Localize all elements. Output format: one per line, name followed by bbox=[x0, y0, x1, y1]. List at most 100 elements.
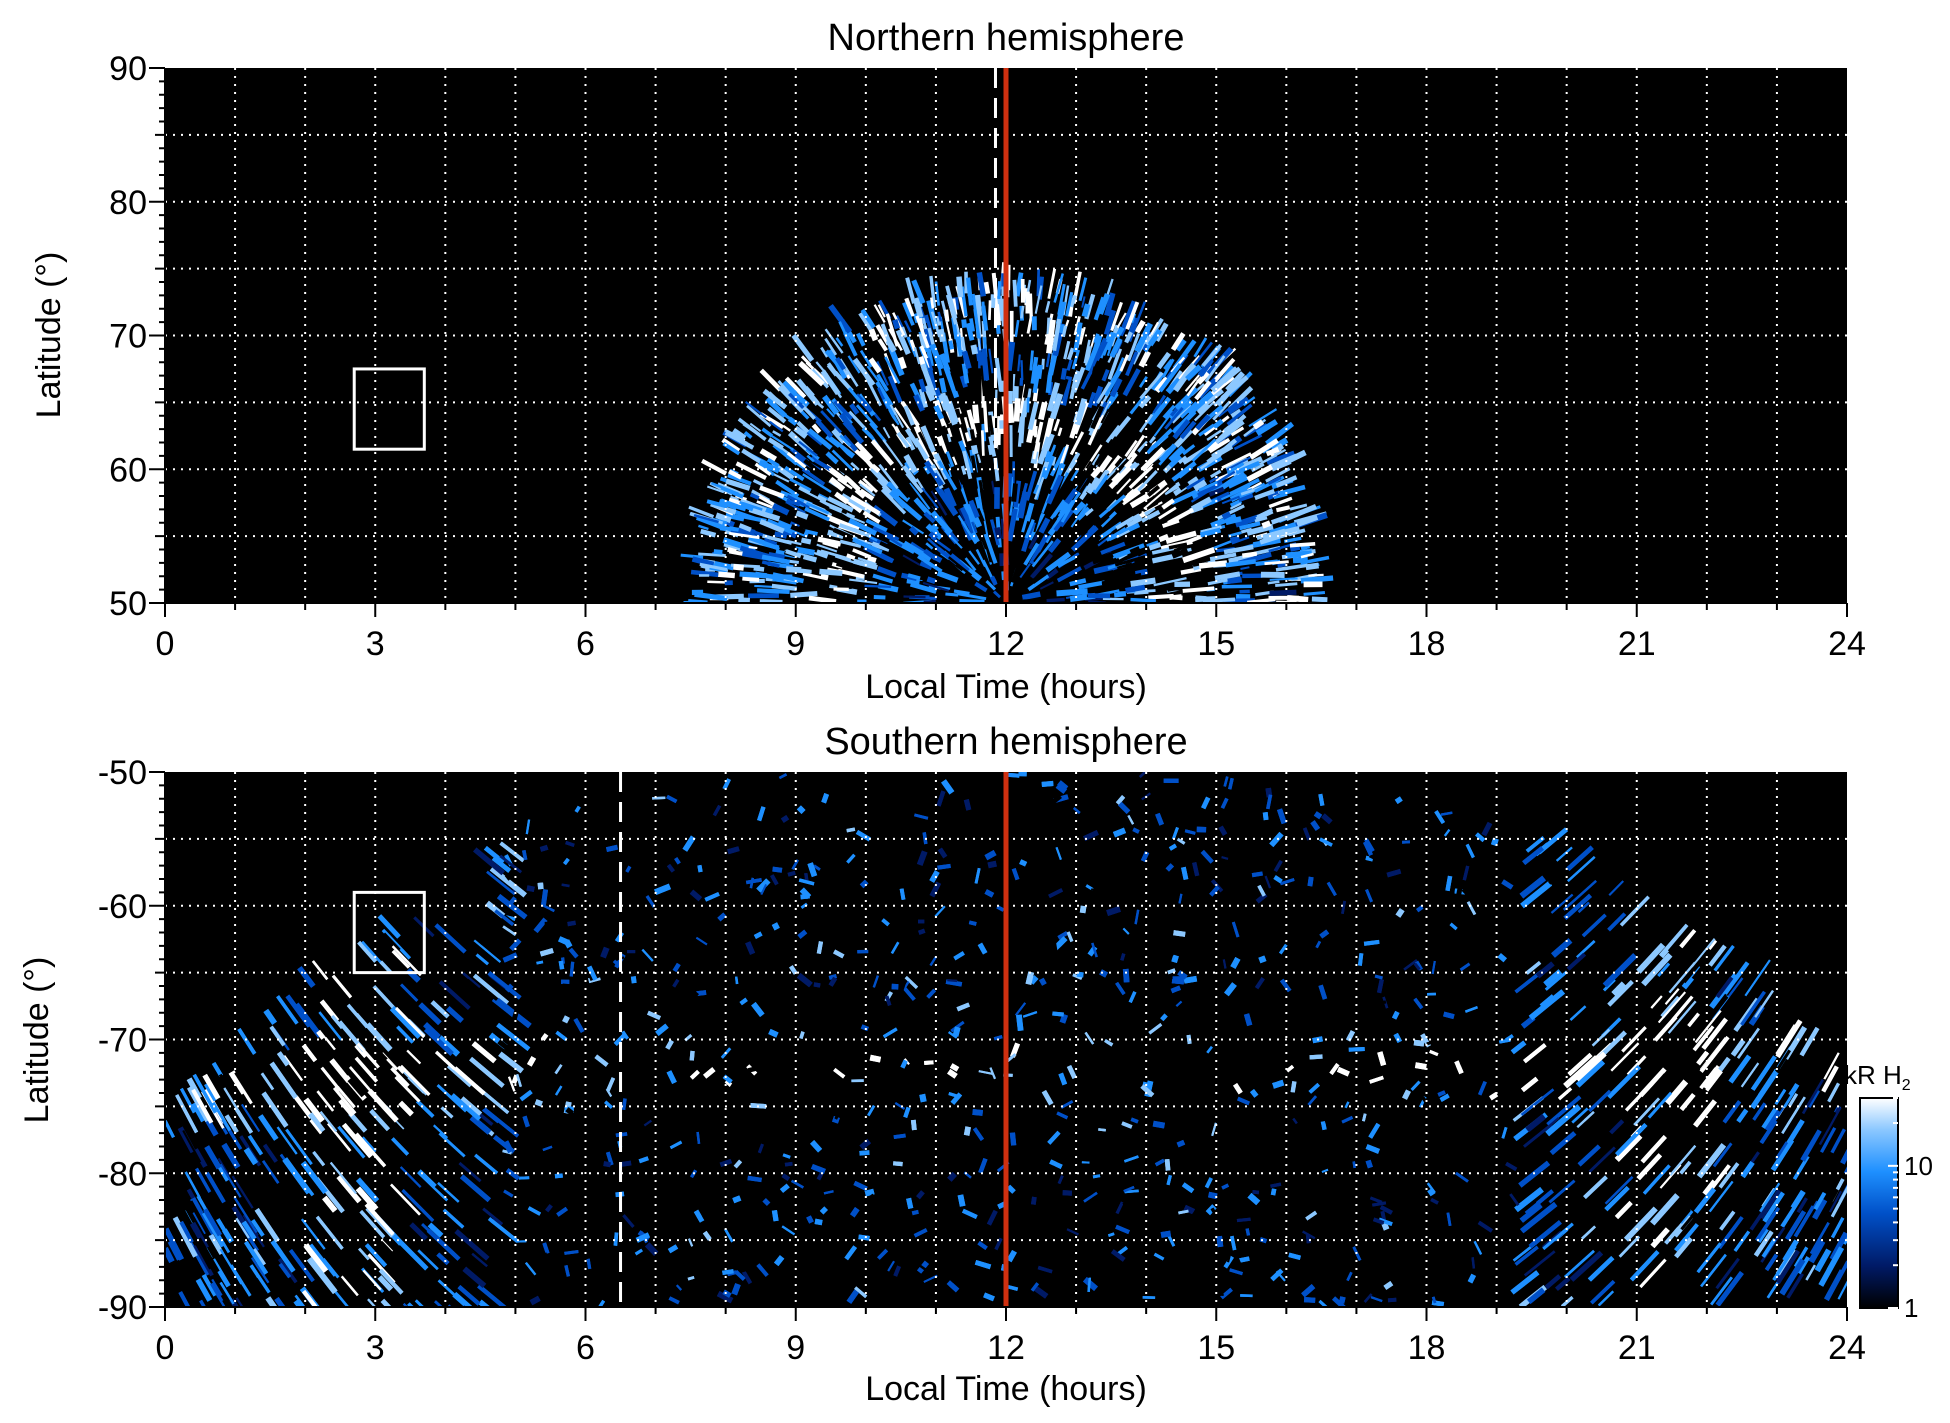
south-emission-stroke bbox=[301, 1218, 326, 1250]
south-emission-stroke bbox=[1577, 1144, 1601, 1167]
north-emission-stroke bbox=[1174, 386, 1199, 410]
south-emission-stroke bbox=[403, 1071, 428, 1096]
north-emission-stroke bbox=[1074, 398, 1088, 426]
south-emission-stroke bbox=[720, 1109, 728, 1116]
south-emission-stroke bbox=[562, 1015, 570, 1024]
north-emission-stroke bbox=[1086, 476, 1100, 495]
south-emission-stroke bbox=[1386, 971, 1396, 981]
north-emission-stroke bbox=[757, 494, 777, 508]
south-emission-stroke bbox=[697, 864, 703, 873]
south-y-tick-label: -60 bbox=[98, 888, 147, 926]
south-emission-stroke bbox=[786, 944, 796, 955]
south-emission-stroke bbox=[440, 1106, 454, 1119]
north-emission-stroke bbox=[1269, 589, 1297, 596]
south-emission-stroke bbox=[462, 1266, 487, 1289]
south-emission-stroke bbox=[1522, 1243, 1559, 1275]
south-emission-stroke bbox=[613, 1232, 619, 1246]
south-emission-stroke bbox=[782, 1153, 791, 1159]
north-emission-stroke bbox=[1134, 590, 1149, 595]
north-emission-stroke bbox=[1193, 479, 1208, 492]
south-emission-stroke bbox=[1722, 1100, 1742, 1124]
south-emission-stroke bbox=[948, 1092, 959, 1098]
south-emission-stroke bbox=[859, 1138, 872, 1150]
south-emission-stroke bbox=[1120, 953, 1126, 961]
south-emission-stroke bbox=[669, 1140, 683, 1150]
south-emission-stroke bbox=[1301, 1284, 1316, 1298]
south-emission-stroke bbox=[918, 1263, 927, 1271]
south-emission-stroke bbox=[294, 1294, 306, 1307]
south-emission-stroke bbox=[505, 1168, 520, 1181]
south-emission-stroke bbox=[1830, 1128, 1846, 1154]
south-emission-stroke bbox=[369, 1109, 390, 1132]
south-emission-stroke bbox=[797, 1098, 808, 1112]
north-emission-stroke bbox=[1047, 538, 1062, 553]
south-emission-stroke bbox=[986, 1209, 998, 1226]
south-emission-stroke bbox=[914, 1078, 924, 1084]
north-emission-stroke bbox=[1209, 552, 1237, 562]
north-emission-stroke bbox=[978, 479, 987, 513]
north-emission-stroke bbox=[1273, 492, 1288, 500]
north-emission-stroke bbox=[743, 430, 753, 440]
north-emission-stroke bbox=[710, 501, 737, 515]
north-emission-stroke bbox=[1153, 576, 1187, 587]
north-emission-stroke bbox=[1100, 541, 1126, 555]
south-emission-stroke bbox=[1708, 944, 1727, 967]
south-emission-stroke bbox=[1783, 1119, 1805, 1150]
south-emission-stroke bbox=[1459, 1073, 1468, 1078]
south-emission-stroke bbox=[447, 1304, 453, 1307]
south-emission-stroke bbox=[1647, 1091, 1673, 1119]
south-emission-stroke bbox=[1370, 1296, 1383, 1303]
south-emission-stroke bbox=[1485, 995, 1497, 1002]
north-emission-stroke bbox=[1053, 418, 1061, 432]
south-emission-stroke bbox=[491, 856, 512, 873]
north-emission-stroke bbox=[1031, 570, 1047, 584]
south-emission-stroke bbox=[994, 1237, 1003, 1251]
south-emission-stroke bbox=[1781, 1083, 1800, 1108]
north-emission-stroke bbox=[975, 346, 981, 362]
south-emission-stroke bbox=[462, 1304, 467, 1307]
south-emission-stroke bbox=[1386, 868, 1402, 878]
south-emission-stroke bbox=[703, 1134, 714, 1141]
north-emission-stroke bbox=[749, 508, 771, 518]
north-emission-stroke bbox=[1090, 405, 1105, 430]
south-emission-stroke bbox=[1210, 1207, 1220, 1220]
south-emission-stroke bbox=[1178, 893, 1183, 904]
south-emission-stroke bbox=[380, 1298, 392, 1307]
south-emission-stroke bbox=[300, 1160, 328, 1194]
south-emission-stroke bbox=[311, 960, 329, 981]
north-emission-stroke bbox=[1092, 469, 1108, 491]
north-emission-stroke bbox=[1173, 595, 1183, 601]
south-emission-stroke bbox=[1576, 1283, 1592, 1298]
south-emission-stroke bbox=[916, 850, 928, 866]
north-emission-stroke bbox=[827, 529, 845, 540]
south-emission-stroke bbox=[734, 1269, 746, 1281]
north-emission-stroke bbox=[1126, 488, 1135, 497]
south-emission-stroke bbox=[872, 975, 879, 988]
north-emission-stroke bbox=[945, 285, 958, 319]
south-emission-stroke bbox=[1326, 881, 1337, 897]
north-emission-stroke bbox=[774, 531, 788, 539]
south-emission-stroke bbox=[949, 1063, 960, 1072]
south-emission-stroke bbox=[1238, 921, 1251, 932]
south-emission-stroke bbox=[952, 1026, 961, 1037]
south-emission-stroke bbox=[1321, 813, 1333, 825]
south-emission-stroke bbox=[1577, 901, 1590, 914]
north-emission-stroke bbox=[875, 324, 891, 346]
south-emission-stroke bbox=[390, 1067, 410, 1087]
north-emission-stroke bbox=[1275, 475, 1298, 488]
north-emission-stroke bbox=[1221, 511, 1232, 520]
north-emission-stroke bbox=[932, 463, 946, 485]
north-emission-stroke bbox=[757, 588, 790, 594]
south-emission-stroke bbox=[893, 1190, 905, 1198]
north-emission-stroke bbox=[1122, 573, 1151, 584]
north-emission-stroke bbox=[698, 552, 726, 558]
south-emission-stroke bbox=[1021, 1057, 1036, 1064]
south-emission-stroke bbox=[1776, 1092, 1791, 1112]
north-emission-stroke bbox=[771, 502, 790, 516]
north-emission-stroke bbox=[1124, 331, 1133, 344]
south-emission-stroke bbox=[559, 1047, 572, 1058]
north-emission-stroke bbox=[728, 469, 743, 480]
south-emission-stroke bbox=[916, 1190, 925, 1200]
north-emission-stroke bbox=[1285, 550, 1313, 559]
north-emission-stroke bbox=[1160, 505, 1189, 524]
